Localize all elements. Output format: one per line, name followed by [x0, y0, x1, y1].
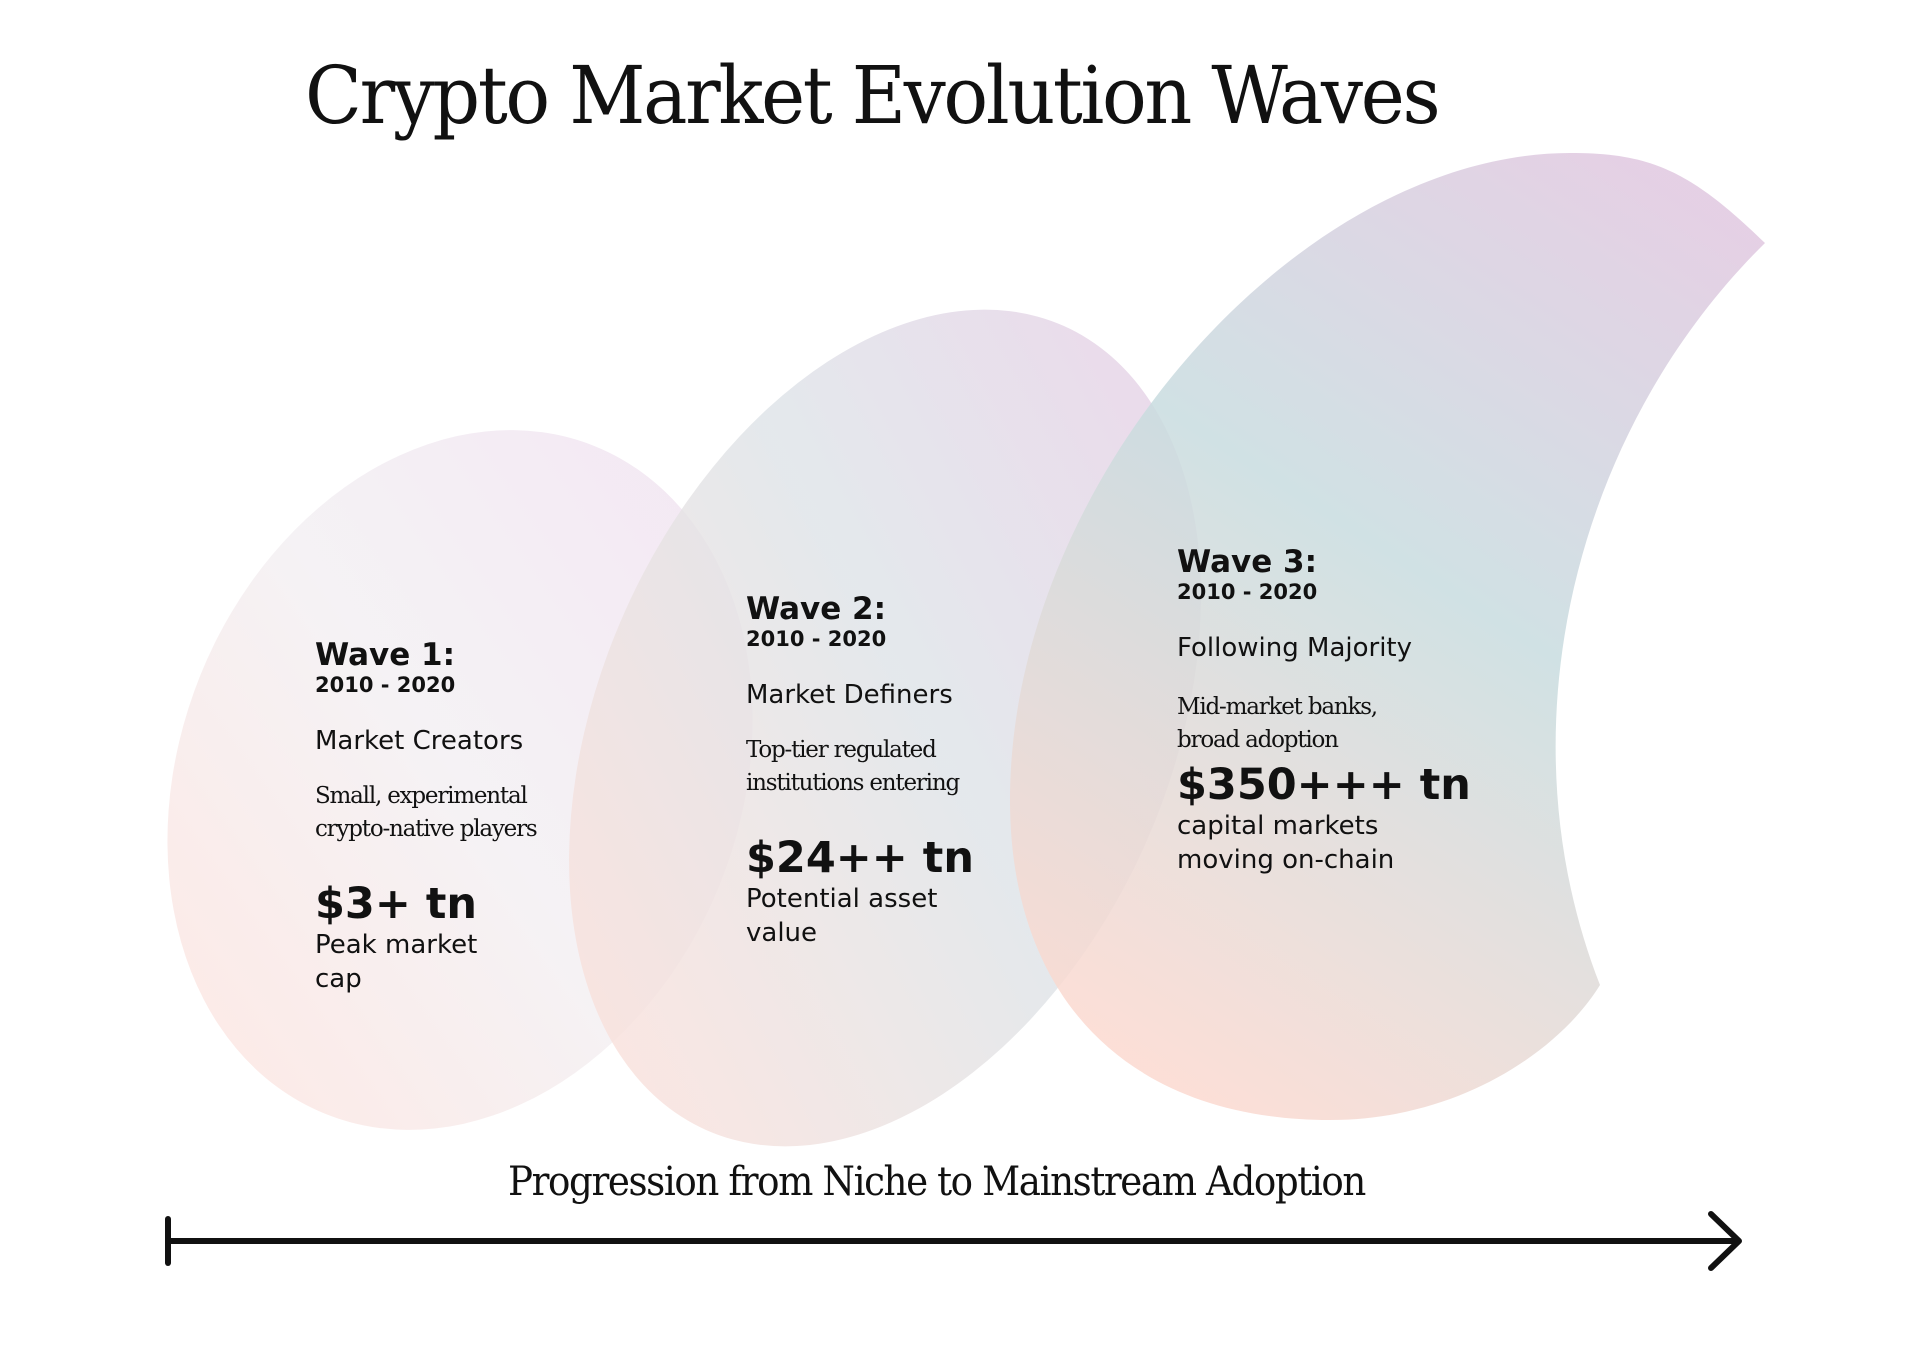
wave-caption: Peak market cap [315, 930, 478, 994]
wave-description: Mid-market banks, broad adoption [1177, 694, 1378, 753]
wave-2-card: Wave 2: 2010 - 2020 Market Definers Top-… [746, 592, 986, 950]
wave-value: $3+ tn [315, 879, 478, 929]
wave-value: $24++ tn [746, 833, 974, 883]
page-title: Crypto Market Evolution Waves [305, 49, 1441, 142]
wave-years: 2010 - 2020 [1177, 580, 1318, 604]
wave-1-card: Wave 1: 2010 - 2020 Market Creators Smal… [315, 638, 555, 996]
wave-caption: capital markets moving on-chain [1177, 811, 1395, 875]
wave-group: Market Creators [315, 726, 524, 756]
wave-3-shape [1010, 153, 1765, 1120]
wave-description: Top-tier regulated institutions entering [746, 737, 960, 796]
wave-caption: Potential asset value [746, 884, 938, 948]
wave-3-card: Wave 3: 2010 - 2020 Following Majority M… [1177, 545, 1471, 877]
wave-title: Wave 1: [315, 637, 455, 673]
wave-group: Market Definers [746, 680, 953, 710]
wave-years: 2010 - 2020 [746, 627, 887, 651]
progression-label: Progression from Niche to Mainstream Ado… [508, 1159, 1366, 1205]
wave-title: Wave 2: [746, 591, 886, 627]
wave-years: 2010 - 2020 [315, 673, 456, 697]
wave-title: Wave 3: [1177, 544, 1317, 580]
wave-value: $350+++ tn [1177, 760, 1471, 810]
wave-group: Following Majority [1177, 633, 1413, 663]
arrow-head-icon [1708, 1211, 1742, 1271]
wave-description: Small, experimental crypto-native player… [315, 783, 538, 842]
